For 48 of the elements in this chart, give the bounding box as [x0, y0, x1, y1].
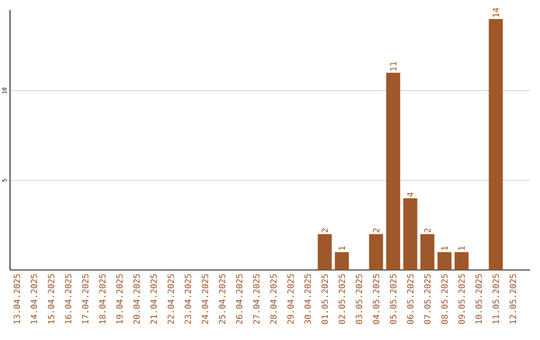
x-tick-label: 28.04.2025 — [270, 274, 277, 324]
x-tick-label: 13.04.2025 — [14, 274, 20, 324]
x-tick-label: 08.05.2025 — [441, 274, 448, 324]
bar — [369, 234, 384, 270]
x-tick-label: 06.05.2025 — [407, 274, 414, 324]
x-tick-label: 03.05.2025 — [356, 274, 362, 324]
x-tick-label: 04.05.2025 — [372, 274, 380, 324]
data-label: 2 — [372, 228, 380, 232]
x-tick-label: 27.04.2025 — [253, 274, 260, 324]
x-tick-label: 24.04.2025 — [202, 274, 208, 324]
x-tick-label: 25.04.2025 — [218, 274, 226, 324]
bar — [454, 252, 469, 270]
x-tick-label: 09.05.2025 — [458, 274, 465, 324]
bar — [420, 234, 434, 270]
data-label: 1 — [441, 246, 448, 250]
x-tick-label: 11.05.2025 — [492, 274, 500, 324]
bar — [403, 198, 418, 270]
data-label: 11 — [390, 62, 396, 71]
x-tick-label: 22.04.2025 — [168, 274, 174, 324]
x-tick-label: 21.04.2025 — [150, 274, 157, 324]
data-label: 14 — [492, 8, 499, 17]
x-tick-label: 17.04.2025 — [82, 274, 88, 324]
bar — [437, 252, 452, 270]
bar — [334, 252, 349, 270]
bar — [318, 234, 332, 270]
x-tick-label: 18.04.2025 — [99, 274, 106, 324]
x-tick-label: 07.05.2025 — [424, 274, 431, 324]
x-tick-label: 15.04.2025 — [48, 274, 54, 324]
x-tick-label: 19.04.2025 — [116, 274, 123, 324]
x-tick-label: 10.05.2025 — [476, 274, 482, 324]
x-tick-label: 14.04.2025 — [30, 274, 38, 324]
x-tick-label: 20.04.2025 — [133, 274, 140, 324]
data-label: 4 — [407, 192, 414, 197]
x-tick-label: 01.05.2025 — [322, 274, 328, 324]
x-tick-label: 29.04.2025 — [287, 274, 294, 324]
data-label: 1 — [458, 246, 465, 250]
x-tick-label: 12.05.2025 — [510, 274, 516, 324]
x-tick-label: 23.04.2025 — [184, 274, 192, 324]
x-tick-label: 16.04.2025 — [64, 274, 72, 324]
data-label: 2 — [424, 228, 431, 232]
x-tick-label: 30.04.2025 — [304, 274, 311, 324]
data-label: 1 — [338, 246, 345, 250]
x-tick-label: 02.05.2025 — [338, 274, 346, 324]
bar — [488, 18, 503, 270]
x-tick-label: 26.04.2025 — [236, 274, 242, 324]
x-tick-label: 05.05.2025 — [390, 274, 396, 324]
data-label: 2 — [322, 228, 328, 232]
bar — [386, 72, 400, 270]
